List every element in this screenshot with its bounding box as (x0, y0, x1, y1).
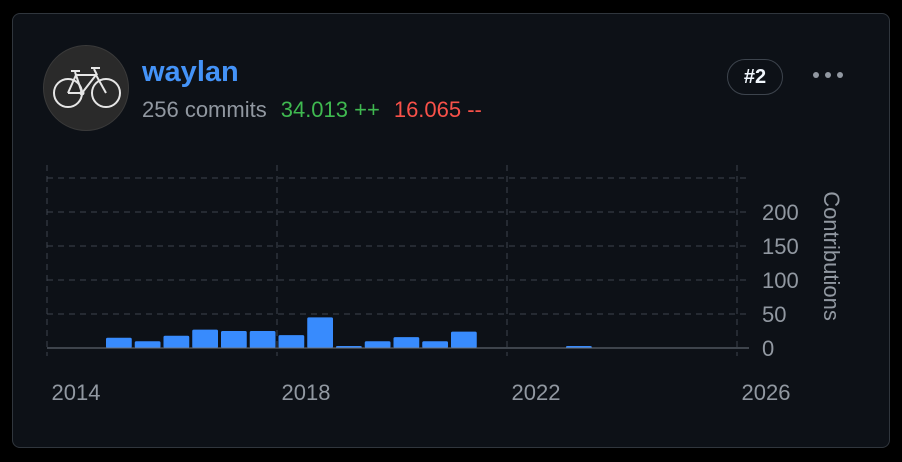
more-options-button[interactable] (808, 60, 848, 90)
bicycle-icon (53, 67, 121, 108)
kebab-menu-icon (813, 72, 843, 78)
avatar[interactable] (43, 45, 129, 131)
chart-bar-2020-H1 (393, 337, 420, 348)
chart-bar-2020-H2 (422, 341, 448, 348)
chart-bar-2019-H2 (364, 341, 391, 348)
chart-bar-2016-H1 (163, 335, 190, 348)
y-tick-label: 50 (762, 302, 786, 327)
chart-bar-2017-H2 (249, 331, 276, 348)
y-tick-label: 0 (762, 336, 774, 361)
y-tick-label: 100 (762, 268, 799, 293)
x-tick-label: 2022 (512, 380, 561, 405)
x-tick-label: 2014 (52, 380, 101, 405)
deletions-count: 16.065 -- (393, 97, 482, 122)
chart-bar-2021-H1 (451, 331, 477, 348)
chart-bar-2018-H2 (307, 317, 333, 348)
contributor-stats: 256 commits 34.013 ++ 16.065 -- (142, 96, 482, 124)
additions-count: 34.013 ++ (280, 97, 380, 122)
chart-bar-2015-H1 (106, 337, 132, 348)
chart-bar-2017-H1 (221, 331, 247, 348)
chart-bar-2015-H2 (134, 341, 161, 348)
chart-bar-2023-H1 (566, 345, 592, 348)
y-axis-title: Contributions (819, 191, 844, 321)
commit-count-link[interactable]: 256 commits (142, 97, 267, 122)
chart-bar-2019-H1 (336, 345, 362, 348)
chart-bar-2018-H1 (278, 335, 305, 348)
chart-bar-2016-H2 (192, 329, 218, 348)
contributor-username-link[interactable]: waylan (142, 56, 239, 88)
rank-badge: #2 (727, 59, 783, 95)
x-tick-label: 2026 (742, 380, 791, 405)
y-tick-label: 200 (762, 200, 799, 225)
y-tick-label: 150 (762, 234, 799, 259)
x-tick-label: 2018 (282, 380, 331, 405)
